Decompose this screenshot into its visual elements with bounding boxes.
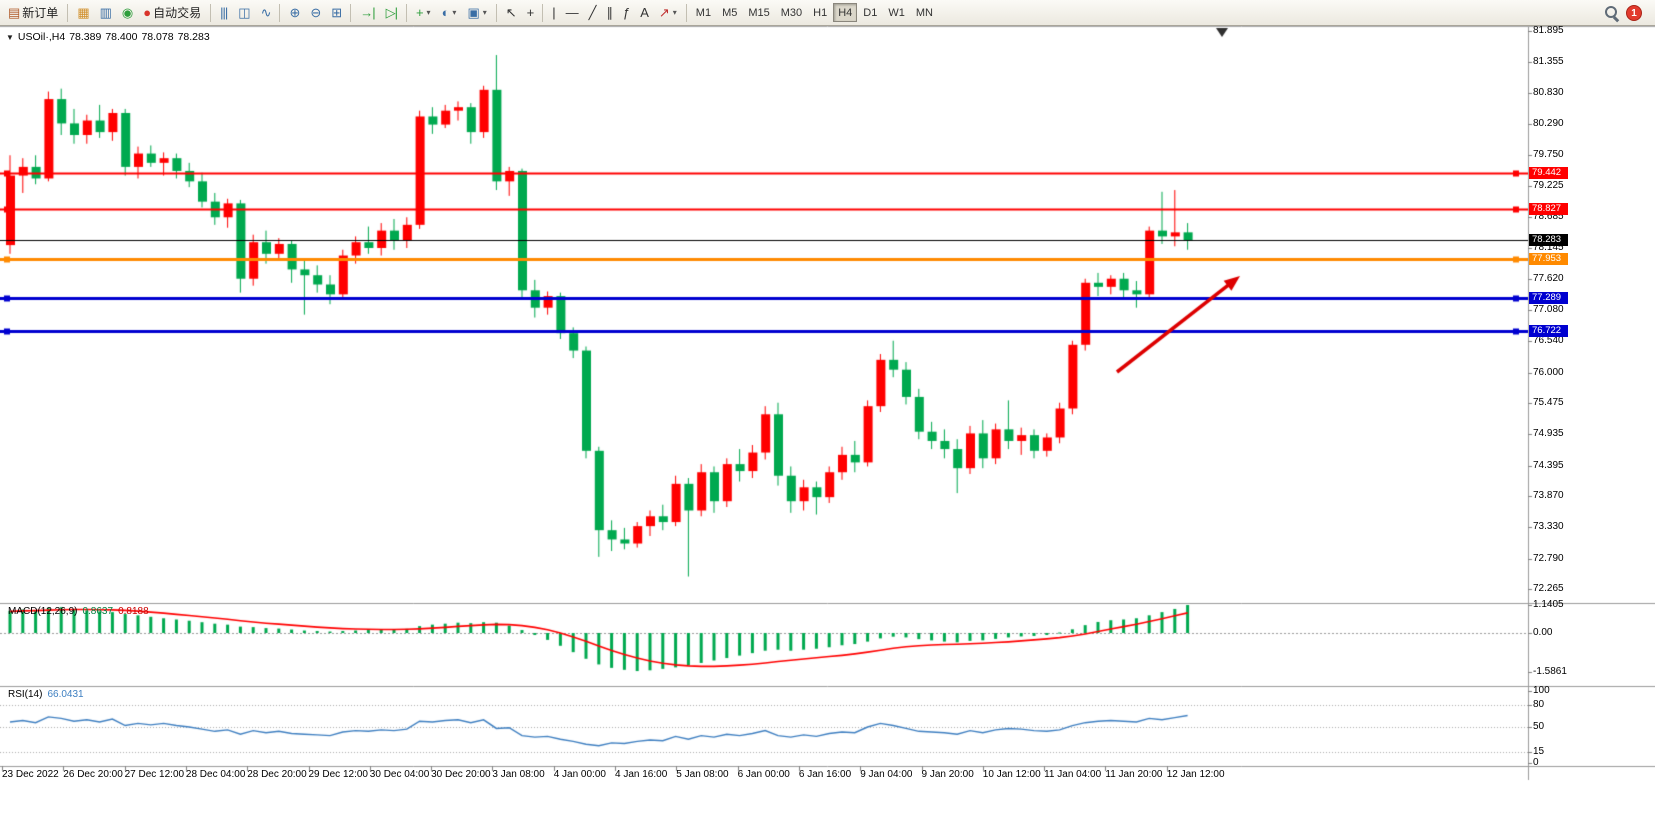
templates-button[interactable]: ▣ ▾ — [462, 2, 491, 23]
bar-chart-icon: ||| — [220, 5, 228, 20]
cursor-icon: ↖ — [505, 5, 517, 20]
candlestick-chart-icon: ◫ — [238, 5, 250, 20]
tile-windows-button[interactable]: ⊞ — [326, 2, 346, 23]
toolbar: ▤ 新订单 ▦ ▥ ◉ ● 自动交易 ||| ◫ ∿ ⊕ ⊖ ⊞ →| ▷| + ▾ ◐ ▾ ▣ ▾ ↖ + | — ╱ ∥ ƒ A ↗ ▾… — [0, 0, 1655, 26]
text-icon: A — [640, 5, 649, 20]
profile-icon: ▥ — [99, 5, 112, 20]
toolbar-right: 1 — [1604, 4, 1652, 21]
timeframe-m1[interactable]: M1 — [691, 3, 716, 22]
zoom-in-button[interactable]: ⊕ — [284, 2, 304, 23]
fibonacci-button[interactable]: ƒ — [618, 2, 634, 23]
toolbar-separator — [495, 3, 497, 22]
timeframe-h4[interactable]: H4 — [833, 3, 858, 22]
toolbar-separator — [279, 3, 281, 22]
vertical-line-icon: | — [552, 5, 556, 20]
line-chart-button[interactable]: ∿ — [256, 2, 276, 23]
tile-windows-icon: ⊞ — [331, 5, 342, 20]
line-chart-icon: ∿ — [260, 5, 272, 20]
auto-scroll-icon: →| — [360, 5, 375, 20]
dropdown-arrow-icon: ▾ — [482, 8, 487, 17]
timeframe-d1[interactable]: D1 — [858, 3, 882, 22]
templates-icon: ▣ — [467, 5, 479, 20]
crosshair-icon: + — [526, 5, 535, 20]
indicators-button[interactable]: + ▾ — [411, 2, 436, 23]
vertical-line-button[interactable]: | — [547, 2, 559, 23]
profile-button[interactable]: ▥ — [95, 2, 116, 23]
toolbar-separator — [685, 3, 687, 22]
new-order-icon: ▤ — [8, 5, 20, 20]
timeframe-mn[interactable]: MN — [911, 3, 938, 22]
search-icon[interactable] — [1604, 5, 1619, 20]
new-order-label: 新订单 — [22, 6, 59, 20]
charts-window-icon: ▦ — [77, 5, 89, 20]
chart-shift-button[interactable]: ▷| — [381, 2, 402, 23]
timeframe-m30[interactable]: M30 — [776, 3, 807, 22]
horizontal-line-icon: — — [565, 5, 579, 20]
toolbar-buttons: ▤ 新订单 ▦ ▥ ◉ ● 自动交易 ||| ◫ ∿ ⊕ ⊖ ⊞ →| ▷| + ▾ ◐ ▾ ▣ ▾ ↖ + | — ╱ ∥ ƒ A ↗ ▾… — [3, 2, 938, 23]
charts-window-button[interactable]: ▦ — [72, 2, 93, 23]
dropdown-arrow-icon: ▾ — [672, 8, 677, 17]
channel-icon: ∥ — [606, 5, 612, 20]
periods-icon: ◐ — [441, 5, 450, 20]
notification-badge[interactable]: 1 — [1626, 4, 1642, 21]
horizontal-line-button[interactable]: — — [561, 2, 583, 23]
toolbar-separator — [67, 3, 69, 22]
zoom-in-icon: ⊕ — [289, 5, 300, 20]
toolbar-separator — [350, 3, 352, 22]
arrows-button[interactable]: ↗ ▾ — [654, 2, 682, 23]
channel-button[interactable]: ∥ — [601, 2, 617, 23]
timeframe-w1[interactable]: W1 — [883, 3, 910, 22]
zoom-out-button[interactable]: ⊖ — [305, 2, 325, 23]
new-order-button[interactable]: ▤ 新订单 — [3, 2, 63, 23]
arrows-icon: ↗ — [658, 5, 670, 20]
auto-scroll-button[interactable]: →| — [355, 2, 379, 23]
timeframe-h1[interactable]: H1 — [808, 3, 832, 22]
market-watch-button[interactable]: ◉ — [117, 2, 137, 23]
toolbar-separator — [210, 3, 212, 22]
text-button[interactable]: A — [635, 2, 653, 23]
candlestick-chart-button[interactable]: ◫ — [233, 2, 254, 23]
cursor-button[interactable]: ↖ — [501, 2, 521, 23]
trendline-button[interactable]: ╱ — [584, 2, 601, 23]
fibonacci-icon: ƒ — [622, 5, 630, 20]
dropdown-arrow-icon: ▾ — [426, 8, 431, 17]
chart-shift-icon: ▷| — [385, 5, 398, 20]
indicators-icon: + — [415, 5, 424, 20]
dropdown-arrow-icon: ▾ — [452, 8, 457, 17]
toolbar-separator — [405, 3, 407, 22]
crosshair-button[interactable]: + — [522, 2, 539, 23]
toolbar-separator — [542, 3, 544, 22]
timeframe-m5[interactable]: M5 — [717, 3, 742, 22]
periods-button[interactable]: ◐ ▾ — [437, 2, 462, 23]
bar-chart-button[interactable]: ||| — [215, 2, 232, 23]
timeframe-m15[interactable]: M15 — [743, 3, 774, 22]
autotrading-icon: ● — [143, 5, 151, 20]
autotrading-button[interactable]: ● 自动交易 — [138, 2, 206, 23]
zoom-out-icon: ⊖ — [310, 5, 321, 20]
autotrading-label: 自动交易 — [153, 6, 202, 20]
trendline-icon: ╱ — [588, 5, 597, 20]
market-watch-icon: ◉ — [121, 5, 133, 20]
